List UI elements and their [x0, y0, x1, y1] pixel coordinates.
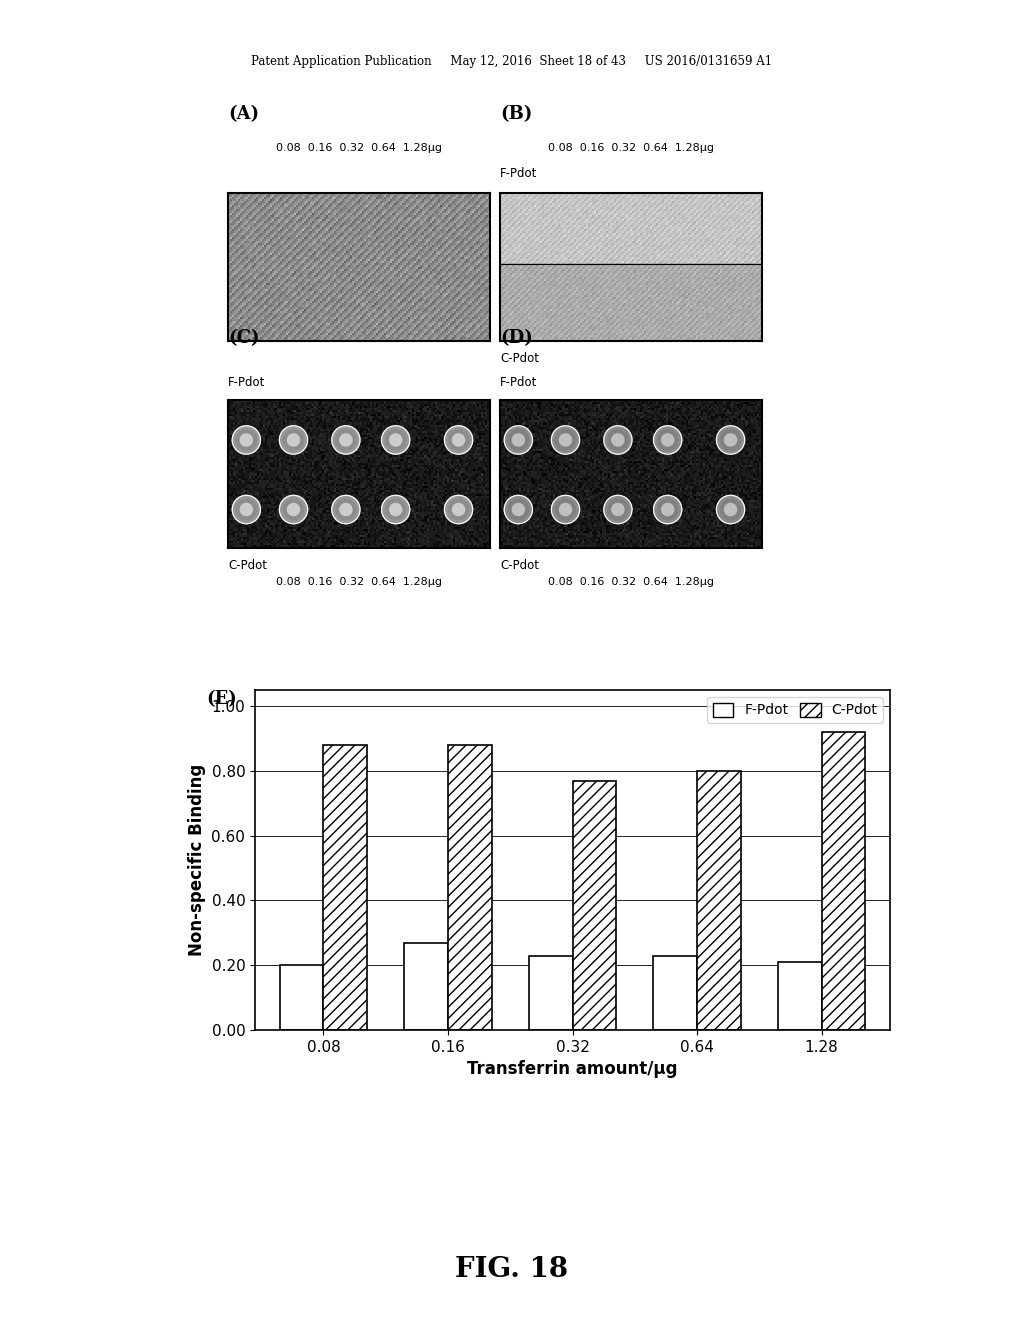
Circle shape [551, 495, 580, 524]
Circle shape [653, 426, 682, 454]
Circle shape [288, 434, 300, 446]
Circle shape [280, 426, 307, 454]
Circle shape [444, 426, 473, 454]
Circle shape [386, 499, 406, 520]
Text: F-Pdot: F-Pdot [500, 166, 538, 180]
Circle shape [559, 503, 571, 516]
Circle shape [512, 434, 524, 446]
Circle shape [512, 503, 524, 516]
Circle shape [336, 499, 356, 520]
Circle shape [657, 499, 678, 520]
Bar [778, 962, 821, 1030]
Circle shape [555, 430, 575, 450]
Circle shape [232, 495, 260, 524]
Circle shape [386, 430, 406, 450]
Circle shape [551, 426, 580, 454]
Circle shape [508, 430, 528, 450]
Text: Patent Application Publication     May 12, 2016  Sheet 18 of 43     US 2016/0131: Patent Application Publication May 12, 2… [252, 55, 772, 69]
Text: (E): (E) [206, 690, 237, 708]
Text: C-Pdot: C-Pdot [500, 351, 539, 364]
Bar [404, 942, 447, 1030]
Circle shape [508, 499, 528, 520]
Circle shape [382, 495, 410, 524]
Circle shape [721, 430, 740, 450]
Legend: F-Pdot, C-Pdot: F-Pdot, C-Pdot [707, 697, 883, 723]
Circle shape [241, 503, 252, 516]
Text: 0.08  0.16  0.32  0.64  1.28μg: 0.08 0.16 0.32 0.64 1.28μg [276, 144, 442, 153]
Circle shape [612, 434, 624, 446]
Circle shape [453, 434, 465, 446]
Text: (C): (C) [228, 329, 259, 347]
Circle shape [382, 426, 410, 454]
Circle shape [280, 495, 307, 524]
Circle shape [608, 430, 628, 450]
Text: (A): (A) [228, 106, 259, 123]
Circle shape [332, 426, 360, 454]
Circle shape [504, 495, 532, 524]
Bar [324, 744, 367, 1030]
Bar [821, 733, 865, 1030]
Circle shape [340, 434, 352, 446]
Text: (D): (D) [500, 329, 532, 347]
Circle shape [725, 503, 736, 516]
Circle shape [662, 503, 674, 516]
Text: 0.08  0.16  0.32  0.64  1.28μg: 0.08 0.16 0.32 0.64 1.28μg [276, 577, 442, 587]
Circle shape [604, 495, 632, 524]
Text: 0.08  0.16  0.32  0.64  1.28μg: 0.08 0.16 0.32 0.64 1.28μg [548, 577, 714, 587]
Circle shape [332, 495, 360, 524]
Text: C-Pdot: C-Pdot [228, 558, 267, 572]
Circle shape [555, 499, 575, 520]
Bar [697, 771, 740, 1030]
Circle shape [284, 430, 303, 450]
Bar [280, 965, 324, 1030]
Circle shape [340, 503, 352, 516]
Bar [447, 744, 492, 1030]
Circle shape [284, 499, 303, 520]
Text: C-Pdot: C-Pdot [500, 558, 539, 572]
Circle shape [717, 426, 744, 454]
Text: F-Pdot: F-Pdot [228, 376, 265, 389]
Circle shape [232, 426, 260, 454]
Circle shape [237, 430, 256, 450]
Circle shape [288, 503, 300, 516]
Circle shape [657, 430, 678, 450]
Circle shape [237, 499, 256, 520]
Circle shape [390, 434, 401, 446]
Circle shape [504, 426, 532, 454]
Circle shape [453, 503, 465, 516]
Circle shape [662, 434, 674, 446]
Circle shape [612, 503, 624, 516]
Circle shape [725, 434, 736, 446]
Bar [653, 956, 697, 1030]
Circle shape [604, 426, 632, 454]
Y-axis label: Non-specific Binding: Non-specific Binding [187, 764, 206, 956]
Bar [529, 956, 572, 1030]
Circle shape [559, 434, 571, 446]
Circle shape [717, 495, 744, 524]
Text: 0.08  0.16  0.32  0.64  1.28μg: 0.08 0.16 0.32 0.64 1.28μg [548, 144, 714, 153]
Circle shape [390, 503, 401, 516]
Text: (B): (B) [500, 106, 532, 123]
Bar [572, 780, 616, 1030]
X-axis label: Transferrin amount/μg: Transferrin amount/μg [467, 1060, 678, 1078]
Circle shape [336, 430, 356, 450]
Circle shape [653, 495, 682, 524]
Circle shape [721, 499, 740, 520]
Text: F-Pdot: F-Pdot [500, 376, 538, 389]
Text: FIG. 18: FIG. 18 [456, 1257, 568, 1283]
Circle shape [449, 499, 469, 520]
Circle shape [241, 434, 252, 446]
Circle shape [444, 495, 473, 524]
Circle shape [449, 430, 469, 450]
Circle shape [608, 499, 628, 520]
